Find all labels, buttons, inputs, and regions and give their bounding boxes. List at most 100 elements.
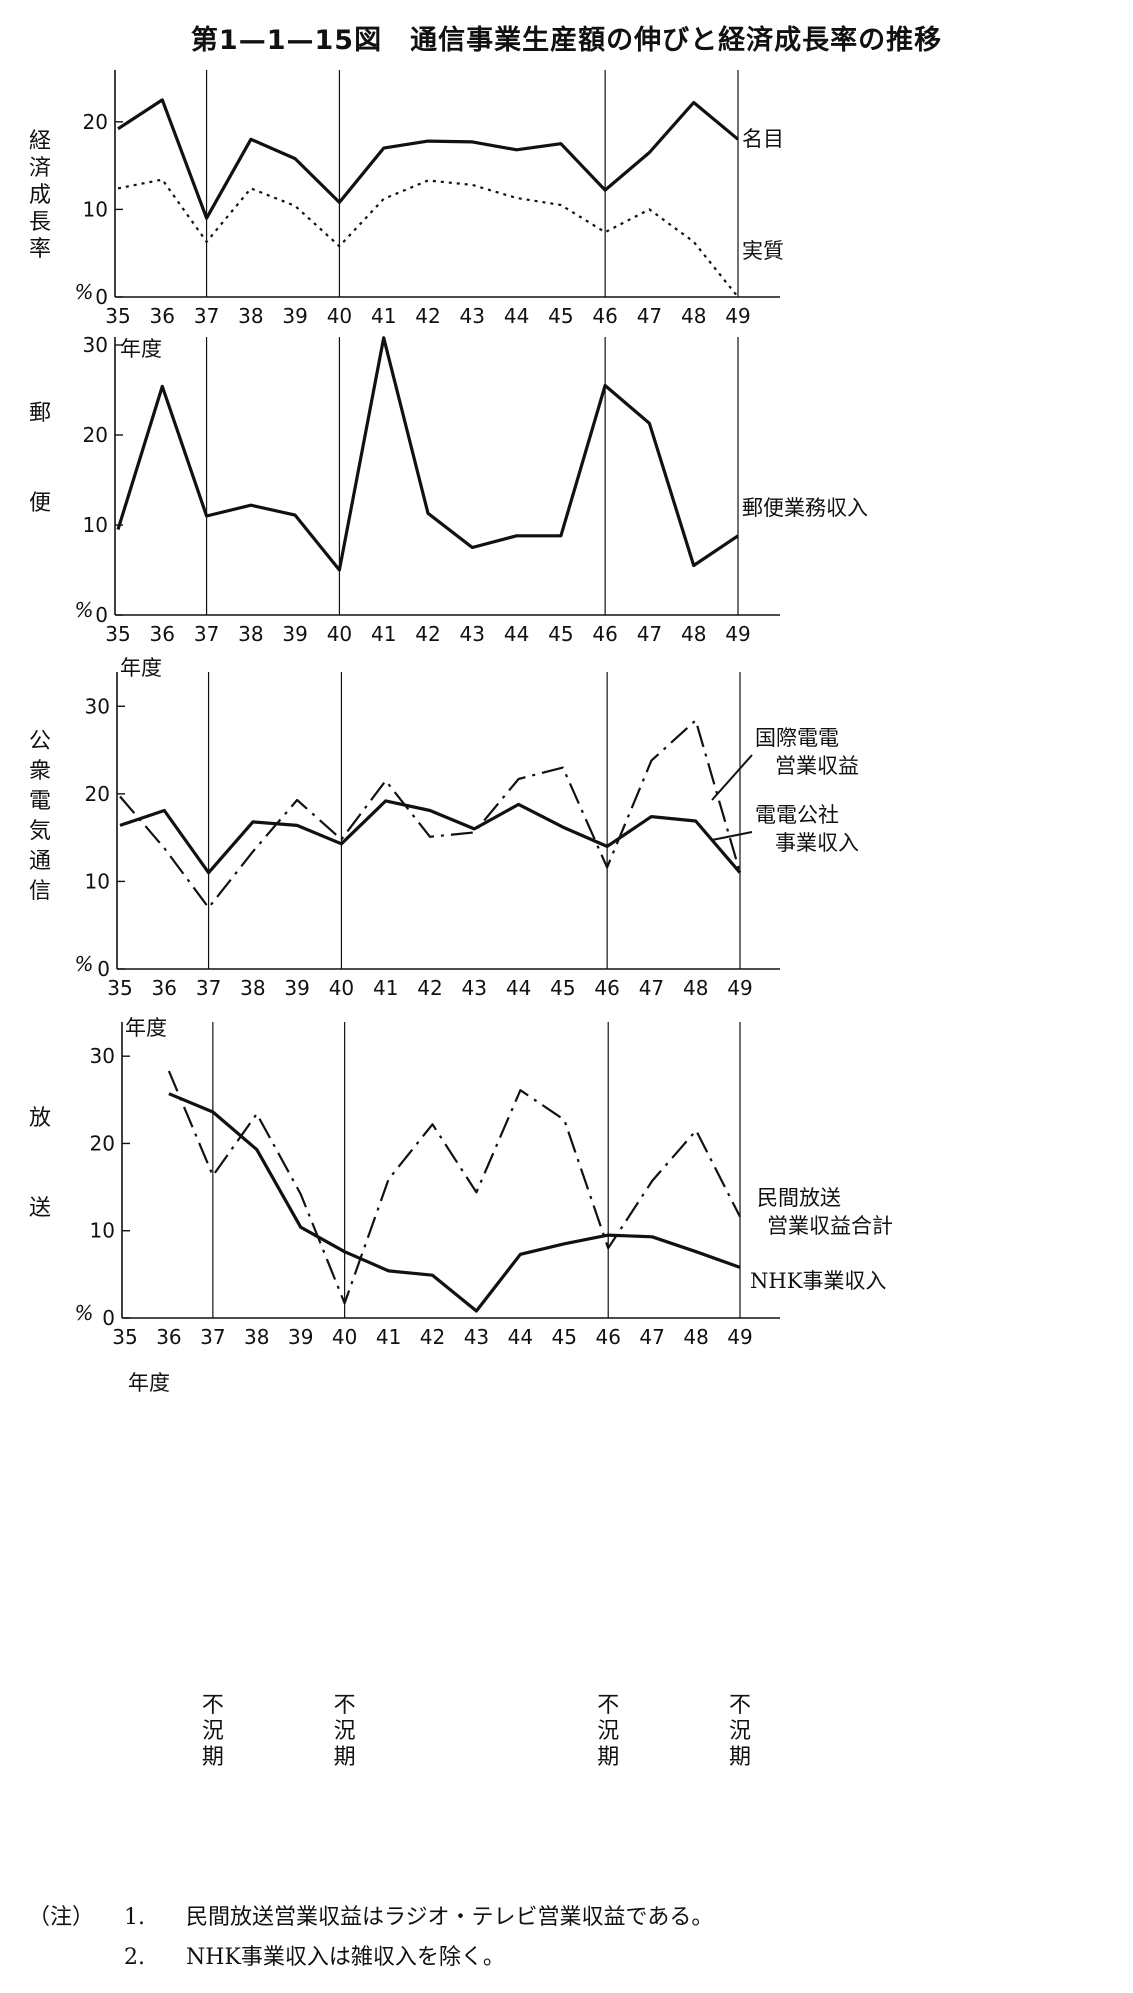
panel-economic-growth: 0 10 20% 35 36 37 38 39 40 41 42 43 44 45 46 47 48 49 年度 経済… [29,70,784,361]
y-tick-label: 20 [83,423,108,447]
y-axis-label: 郵便 [29,401,51,516]
y-tick-label: 30 [83,333,108,357]
x-tick-label: 47 [637,304,662,328]
note-lead [28,1938,124,1978]
y-axis-label-char: 公 [29,729,51,754]
y-axis-label-char: 長 [29,210,51,235]
y-axis-label-char: 率 [29,237,51,262]
legend-leader-line [711,831,753,841]
x-axis-label: 年度 [128,1371,170,1395]
x-axis-label: 年度 [120,656,162,680]
series-line-1 [167,1070,741,1305]
x-tick-label: 41 [371,622,396,646]
series-line-1 [119,719,742,909]
recession-label-char: 期 [202,1745,224,1770]
y-axis-label-char: 信 [29,879,51,904]
x-tick-label: 47 [639,976,664,1000]
y-axis-label-char: 衆 [29,759,51,784]
x-tick-label: 44 [508,1325,533,1349]
y-tick-label: 20 [85,782,110,806]
x-tick-label: 40 [329,976,354,1000]
x-tick-label: 41 [376,1325,401,1349]
recession-label: 不況期 [597,1693,619,1770]
x-tick-label: 39 [282,304,307,328]
legend-label: 実質 [742,239,784,263]
legend-label-line1: 民間放送 [757,1186,841,1210]
x-tick-label: 36 [150,304,175,328]
y-tick-label: 10 [90,1219,115,1243]
x-tick-label: 45 [550,976,575,1000]
recession-label: 不況期 [202,1693,224,1770]
recession-label: 不況期 [334,1693,356,1770]
y-axis-label-char: 放 [29,1106,51,1131]
x-tick-label: 38 [238,622,263,646]
y-tick-label: 0 [95,603,108,627]
x-tick-label: 46 [592,622,617,646]
y-axis-label-char: 済 [29,156,51,181]
y-tick-label: 10 [83,513,108,537]
y-axis-label: 放送 [29,1106,51,1221]
x-tick-label: 49 [725,622,750,646]
y-tick-label: 20 [83,110,108,134]
y-axis-label-char: 電 [29,789,51,814]
x-tick-label: 42 [415,622,440,646]
x-tick-label: 39 [282,622,307,646]
x-tick-label: 46 [595,1325,620,1349]
x-tick-label: 48 [683,1325,708,1349]
y-unit-label: % [74,952,93,976]
x-tick-label: 43 [464,1325,489,1349]
legend-label: 郵便業務収入 [742,496,868,520]
y-axis-label-char: 通 [29,849,51,874]
x-tick-label: 48 [681,304,706,328]
recession-label-char: 期 [334,1745,356,1770]
recession-label-char: 況 [729,1719,751,1744]
note-number: 2. [124,1945,145,1970]
y-unit-label: % [74,1301,93,1325]
legend-label: 名目 [742,127,784,151]
panel-broadcast: 0 10 20 30% 35 36 37 38 39 40 41 42 43 44 45 46 47 48 49 年度… [29,1022,893,1395]
x-axis-label: 年度 [125,1016,167,1040]
recession-label-char: 況 [202,1719,224,1744]
recession-label-char: 期 [597,1745,619,1770]
x-tick-label: 35 [107,976,132,1000]
y-tick-label: 30 [85,694,110,718]
legend-label-line1: 電電公社 [755,803,839,827]
x-tick-label: 47 [639,1325,664,1349]
x-tick-label: 35 [105,304,130,328]
note-text: 民間放送営業収益はラジオ・テレビ営業収益である。 [186,1905,714,1930]
x-tick-label: 48 [681,622,706,646]
note-number: 1. [124,1905,145,1930]
x-tick-label: 41 [373,976,398,1000]
x-tick-label: 48 [683,976,708,1000]
legend-label-line2: 営業収益 [775,754,859,778]
y-axis-label: 経済成長率 [29,129,51,262]
x-tick-label: 42 [415,304,440,328]
y-tick-label: 20 [90,1131,115,1155]
x-tick-label: 44 [504,304,529,328]
y-unit-label: % [74,280,93,304]
recession-label: 不況期 [729,1693,751,1770]
x-tick-label: 36 [156,1325,181,1349]
legend-label-line1: 国際電電 [755,726,839,750]
y-axis-label-char: 経 [29,129,51,154]
recession-label-char: 不 [597,1693,619,1718]
x-tick-label: 37 [200,1325,225,1349]
recession-label-char: 期 [729,1745,751,1770]
x-axis-label: 年度 [120,337,162,361]
panel-postal: 0 10 20 30% 35 36 37 38 39 40 41 42 43 44 45 46 47 48 49 年度… [29,333,868,680]
note-lead: （注） [28,1905,95,1930]
x-tick-label: 38 [244,1325,269,1349]
y-tick-label: 0 [95,285,108,309]
recession-label-char: 不 [202,1693,224,1718]
x-tick-label: 40 [327,304,352,328]
y-axis-label-char: 成 [29,183,51,208]
y-tick-label: 10 [85,869,110,893]
x-tick-label: 43 [462,976,487,1000]
y-tick-label: 30 [90,1044,115,1068]
x-tick-label: 49 [725,304,750,328]
x-tick-label: 39 [288,1325,313,1349]
recession-label-char: 不 [334,1693,356,1718]
x-tick-label: 37 [194,304,219,328]
